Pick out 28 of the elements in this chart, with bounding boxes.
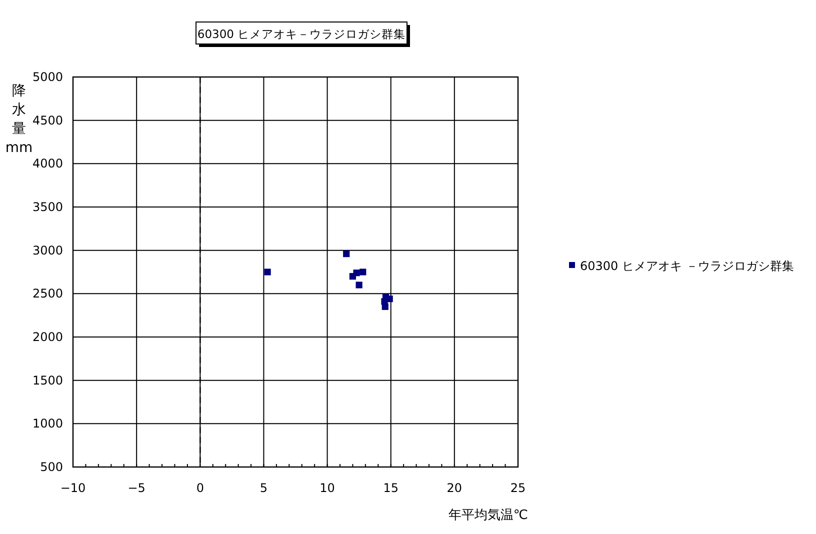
x-tick-label: 20 <box>446 481 462 495</box>
y-tick-label: 4000 <box>32 156 63 171</box>
point <box>343 250 350 258</box>
y-tick-label: 1500 <box>32 373 63 388</box>
x-tick-label: −5 <box>128 481 146 495</box>
y-tick-label: 2500 <box>32 286 63 301</box>
point <box>264 268 271 276</box>
point <box>356 282 362 288</box>
x-tick-label: 25 <box>510 481 526 495</box>
chart-title: 60300 ヒメアオキ－ウラジロガシ群集 <box>197 27 406 41</box>
point <box>353 270 360 276</box>
y-tick-label: 500 <box>40 460 63 474</box>
y-tick-label: 4500 <box>32 113 63 128</box>
y-tick-label: 2000 <box>32 330 63 344</box>
y-tick-label: 1000 <box>32 416 63 431</box>
y-axis-title: 降水量 mm <box>5 83 33 156</box>
x-tick-label: 5 <box>260 481 268 495</box>
y-tick-label: 3500 <box>32 200 63 214</box>
point <box>360 268 366 276</box>
point <box>382 303 388 310</box>
x-tick-label: 10 <box>320 481 335 495</box>
y-tick-label: 3000 <box>32 243 63 258</box>
x-axis-title: 年平均気温℃ <box>448 508 528 523</box>
x-tick-label: 15 <box>383 481 398 495</box>
x-tick-label: −10 <box>60 481 86 495</box>
x-tick-label: 0 <box>196 481 204 495</box>
y-tick-label: 5000 <box>32 70 63 84</box>
legend: 60300 ヒメアオキ －ウラジロガシ群集 <box>569 259 794 273</box>
